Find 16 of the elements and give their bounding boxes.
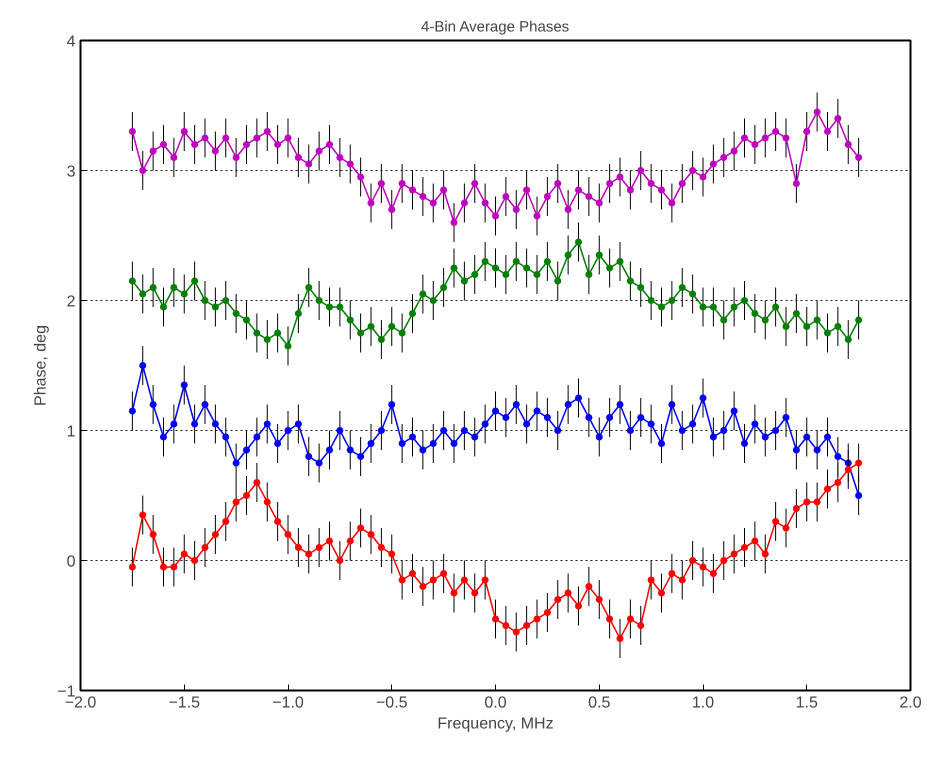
x-tick-label: −0.5 [376, 694, 408, 712]
y-tick-label: 2 [66, 294, 76, 310]
x-tick-label: 1.5 [796, 694, 818, 712]
y-tick-label: 4 [66, 34, 76, 50]
y-axis-title: Phase, deg [32, 325, 50, 406]
x-tick-label: 2.0 [899, 694, 922, 712]
y-tick-label: 3 [66, 164, 76, 180]
y-tick-label: 0 [66, 554, 76, 570]
x-tick-label: 1.0 [692, 694, 714, 712]
x-tick-label: −1.0 [272, 694, 304, 712]
x-axis-title: Frequency, MHz [437, 716, 554, 732]
x-tick-label: −1.5 [168, 694, 200, 712]
x-tick-label: 0.5 [588, 694, 610, 712]
x-tick-label: 0.0 [484, 694, 507, 712]
chart-title: 4-Bin Average Phases [421, 18, 570, 36]
y-tick-label: 1 [66, 424, 76, 440]
